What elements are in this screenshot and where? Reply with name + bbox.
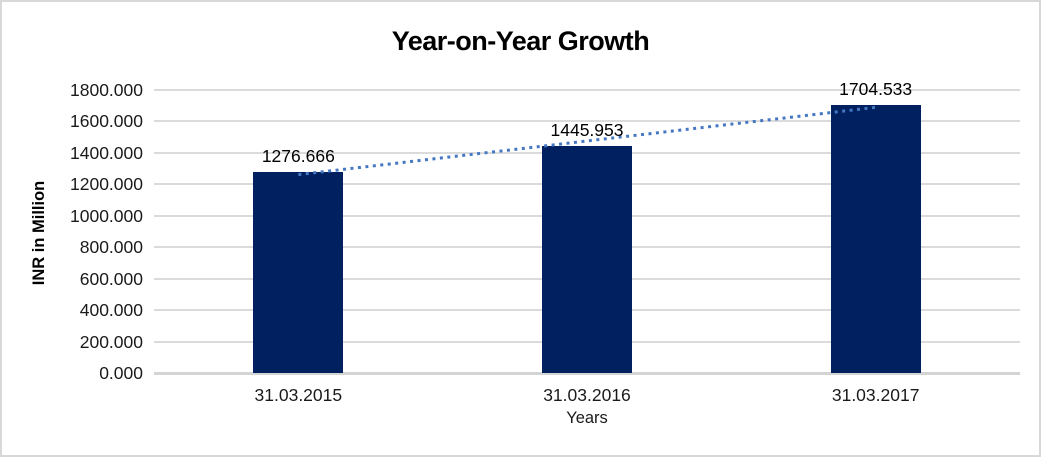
bar-31.03.2015: [253, 172, 344, 373]
x-axis-tick-label: 31.03.2017: [831, 385, 920, 405]
y-axis-tick-label: 1200.000: [70, 174, 143, 195]
data-label: 1704.533: [839, 79, 913, 99]
y-axis-tick-label: 1800.000: [70, 80, 143, 100]
y-axis-tick-label: 0.000: [99, 363, 143, 383]
x-axis-title: Years: [566, 409, 608, 427]
x-axis-tick-label: 31.03.2015: [254, 385, 343, 405]
x-axis-tick-label: 31.03.2016: [543, 385, 631, 405]
y-axis-tick-label: 1600.000: [70, 111, 143, 132]
x-axis-line: [154, 372, 1020, 375]
y-axis-tick-label: 600.000: [79, 268, 143, 289]
bar-31.03.2016: [542, 145, 632, 373]
gridline: [154, 120, 1020, 123]
gridline: [154, 89, 1020, 91]
y-axis-tick-label: 400.000: [79, 300, 143, 321]
chart-title: Year-on-Year Growth: [391, 26, 650, 56]
data-label: 1445.953: [550, 119, 624, 140]
y-axis-tick-label: 800.000: [79, 237, 143, 258]
y-axis-tick-label: 1000.000: [70, 205, 143, 226]
bar-31.03.2017: [830, 105, 921, 373]
y-axis-tick-label: 1400.000: [70, 142, 143, 163]
y-axis-tick-label: 200.000: [79, 331, 143, 352]
data-label: 1276.666: [261, 146, 335, 167]
plot-area: [154, 89, 1020, 375]
linear-trendline: [298, 105, 876, 177]
